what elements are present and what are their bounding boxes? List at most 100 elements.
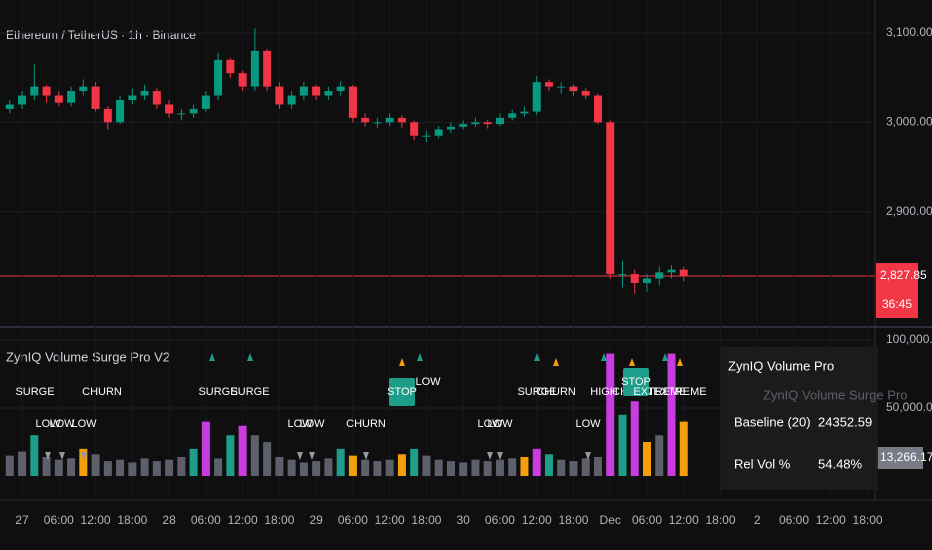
x-tick-label: 06:00 xyxy=(191,513,221,527)
candle-body xyxy=(177,113,186,115)
volume-bar xyxy=(397,454,406,477)
candle-body xyxy=(79,86,88,92)
volume-bar xyxy=(263,442,272,477)
candle-body xyxy=(67,91,76,103)
signal-label: EXTREME xyxy=(653,386,706,398)
candle-body xyxy=(459,124,468,127)
candle-body xyxy=(18,95,27,105)
candle-body xyxy=(593,95,602,123)
countdown-label: 36:45 xyxy=(882,297,912,311)
last-value-label: 13,266.17 xyxy=(880,450,932,464)
candle-body xyxy=(630,274,639,284)
candle-body xyxy=(299,86,308,96)
low-marker xyxy=(497,452,503,460)
signal-label: LOW xyxy=(287,418,313,430)
signal-label: STOP xyxy=(621,376,651,388)
candle-body xyxy=(54,95,63,103)
signal-label: LOW xyxy=(71,418,97,430)
table-cell: Baseline (20) xyxy=(734,414,811,429)
candle-body xyxy=(189,108,198,114)
volume-bar xyxy=(5,455,14,477)
candle-body xyxy=(544,82,553,87)
volume-bar xyxy=(532,448,541,477)
candle-body xyxy=(508,113,517,118)
candle-body xyxy=(557,86,566,88)
signal-marker xyxy=(677,358,683,366)
x-tick-label: 12:00 xyxy=(669,513,699,527)
volume-bar xyxy=(250,435,259,477)
candle-body xyxy=(275,86,284,105)
candle-body xyxy=(116,100,125,123)
volume-bar xyxy=(201,421,210,477)
low-marker xyxy=(297,452,303,460)
volume-bar xyxy=(299,462,308,477)
signal-label: LOW xyxy=(487,418,513,430)
candle-body xyxy=(140,91,149,96)
signal-label: LOW xyxy=(477,418,503,430)
volume-bar xyxy=(557,459,566,477)
signal-marker xyxy=(399,358,405,366)
candle-body xyxy=(250,50,259,87)
x-tick-label: 18:00 xyxy=(264,513,294,527)
volume-bar xyxy=(54,459,63,477)
volume-bar xyxy=(165,459,174,477)
signal-label: SURGE xyxy=(230,386,269,398)
candle-body xyxy=(495,117,504,125)
volume-bar xyxy=(520,457,529,477)
table-cell: Rel Vol % xyxy=(734,456,791,471)
x-tick-label: 12:00 xyxy=(228,513,258,527)
candle-body xyxy=(324,91,333,96)
x-tick-label: 12:00 xyxy=(522,513,552,527)
volume-bar xyxy=(618,414,627,477)
volume-bar xyxy=(189,448,198,477)
volume-bar xyxy=(30,435,39,477)
candle-body xyxy=(165,104,174,114)
low-marker xyxy=(45,452,51,460)
volume-bar xyxy=(655,435,664,477)
x-tick-label: Dec xyxy=(600,513,621,527)
volume-bar xyxy=(642,442,651,477)
signal-label: SURGE xyxy=(15,386,54,398)
x-tick-label: 2 xyxy=(754,513,761,527)
low-marker xyxy=(585,452,591,460)
volume-bar xyxy=(238,425,247,477)
volume-bar xyxy=(116,459,125,477)
candle-body xyxy=(238,73,247,87)
x-tick-label: 29 xyxy=(309,513,323,527)
volume-bar xyxy=(103,461,112,477)
candle-body xyxy=(569,86,578,92)
signal-marker xyxy=(662,353,668,361)
candle-body xyxy=(532,82,541,112)
x-tick-label: 12:00 xyxy=(816,513,846,527)
signal-marker xyxy=(553,358,559,366)
x-tick-label: 06:00 xyxy=(485,513,515,527)
volume-bar xyxy=(471,459,480,477)
table-title: ZynIQ Volume Pro xyxy=(728,358,834,373)
volume-bar xyxy=(361,459,370,477)
volume-bar xyxy=(459,462,468,477)
volume-bar xyxy=(348,455,357,477)
x-tick-label: 18:00 xyxy=(853,513,883,527)
volume-bar xyxy=(79,448,88,477)
volume-bar xyxy=(287,459,296,477)
x-tick-label: 27 xyxy=(15,513,29,527)
volume-bar xyxy=(373,461,382,477)
low-marker xyxy=(81,452,87,460)
signal-label: CHURN xyxy=(82,386,122,398)
candle-body xyxy=(373,122,382,124)
candle-body xyxy=(446,126,455,130)
candle-body xyxy=(103,108,112,123)
volume-bar xyxy=(336,448,345,477)
x-tick-label: 18:00 xyxy=(411,513,441,527)
symbol-title: Ethereum / TetherUS · 1h · Binance xyxy=(6,28,196,42)
stop-badge xyxy=(623,368,649,396)
candle-body xyxy=(667,269,676,273)
candle-body xyxy=(410,122,419,136)
volume-bar xyxy=(226,435,235,477)
y-tick-label: 50,000.00 xyxy=(886,400,932,414)
volume-bar xyxy=(91,454,100,477)
signal-label: LOW xyxy=(35,418,61,430)
volume-bar xyxy=(42,457,51,477)
volume-bar xyxy=(495,459,504,477)
